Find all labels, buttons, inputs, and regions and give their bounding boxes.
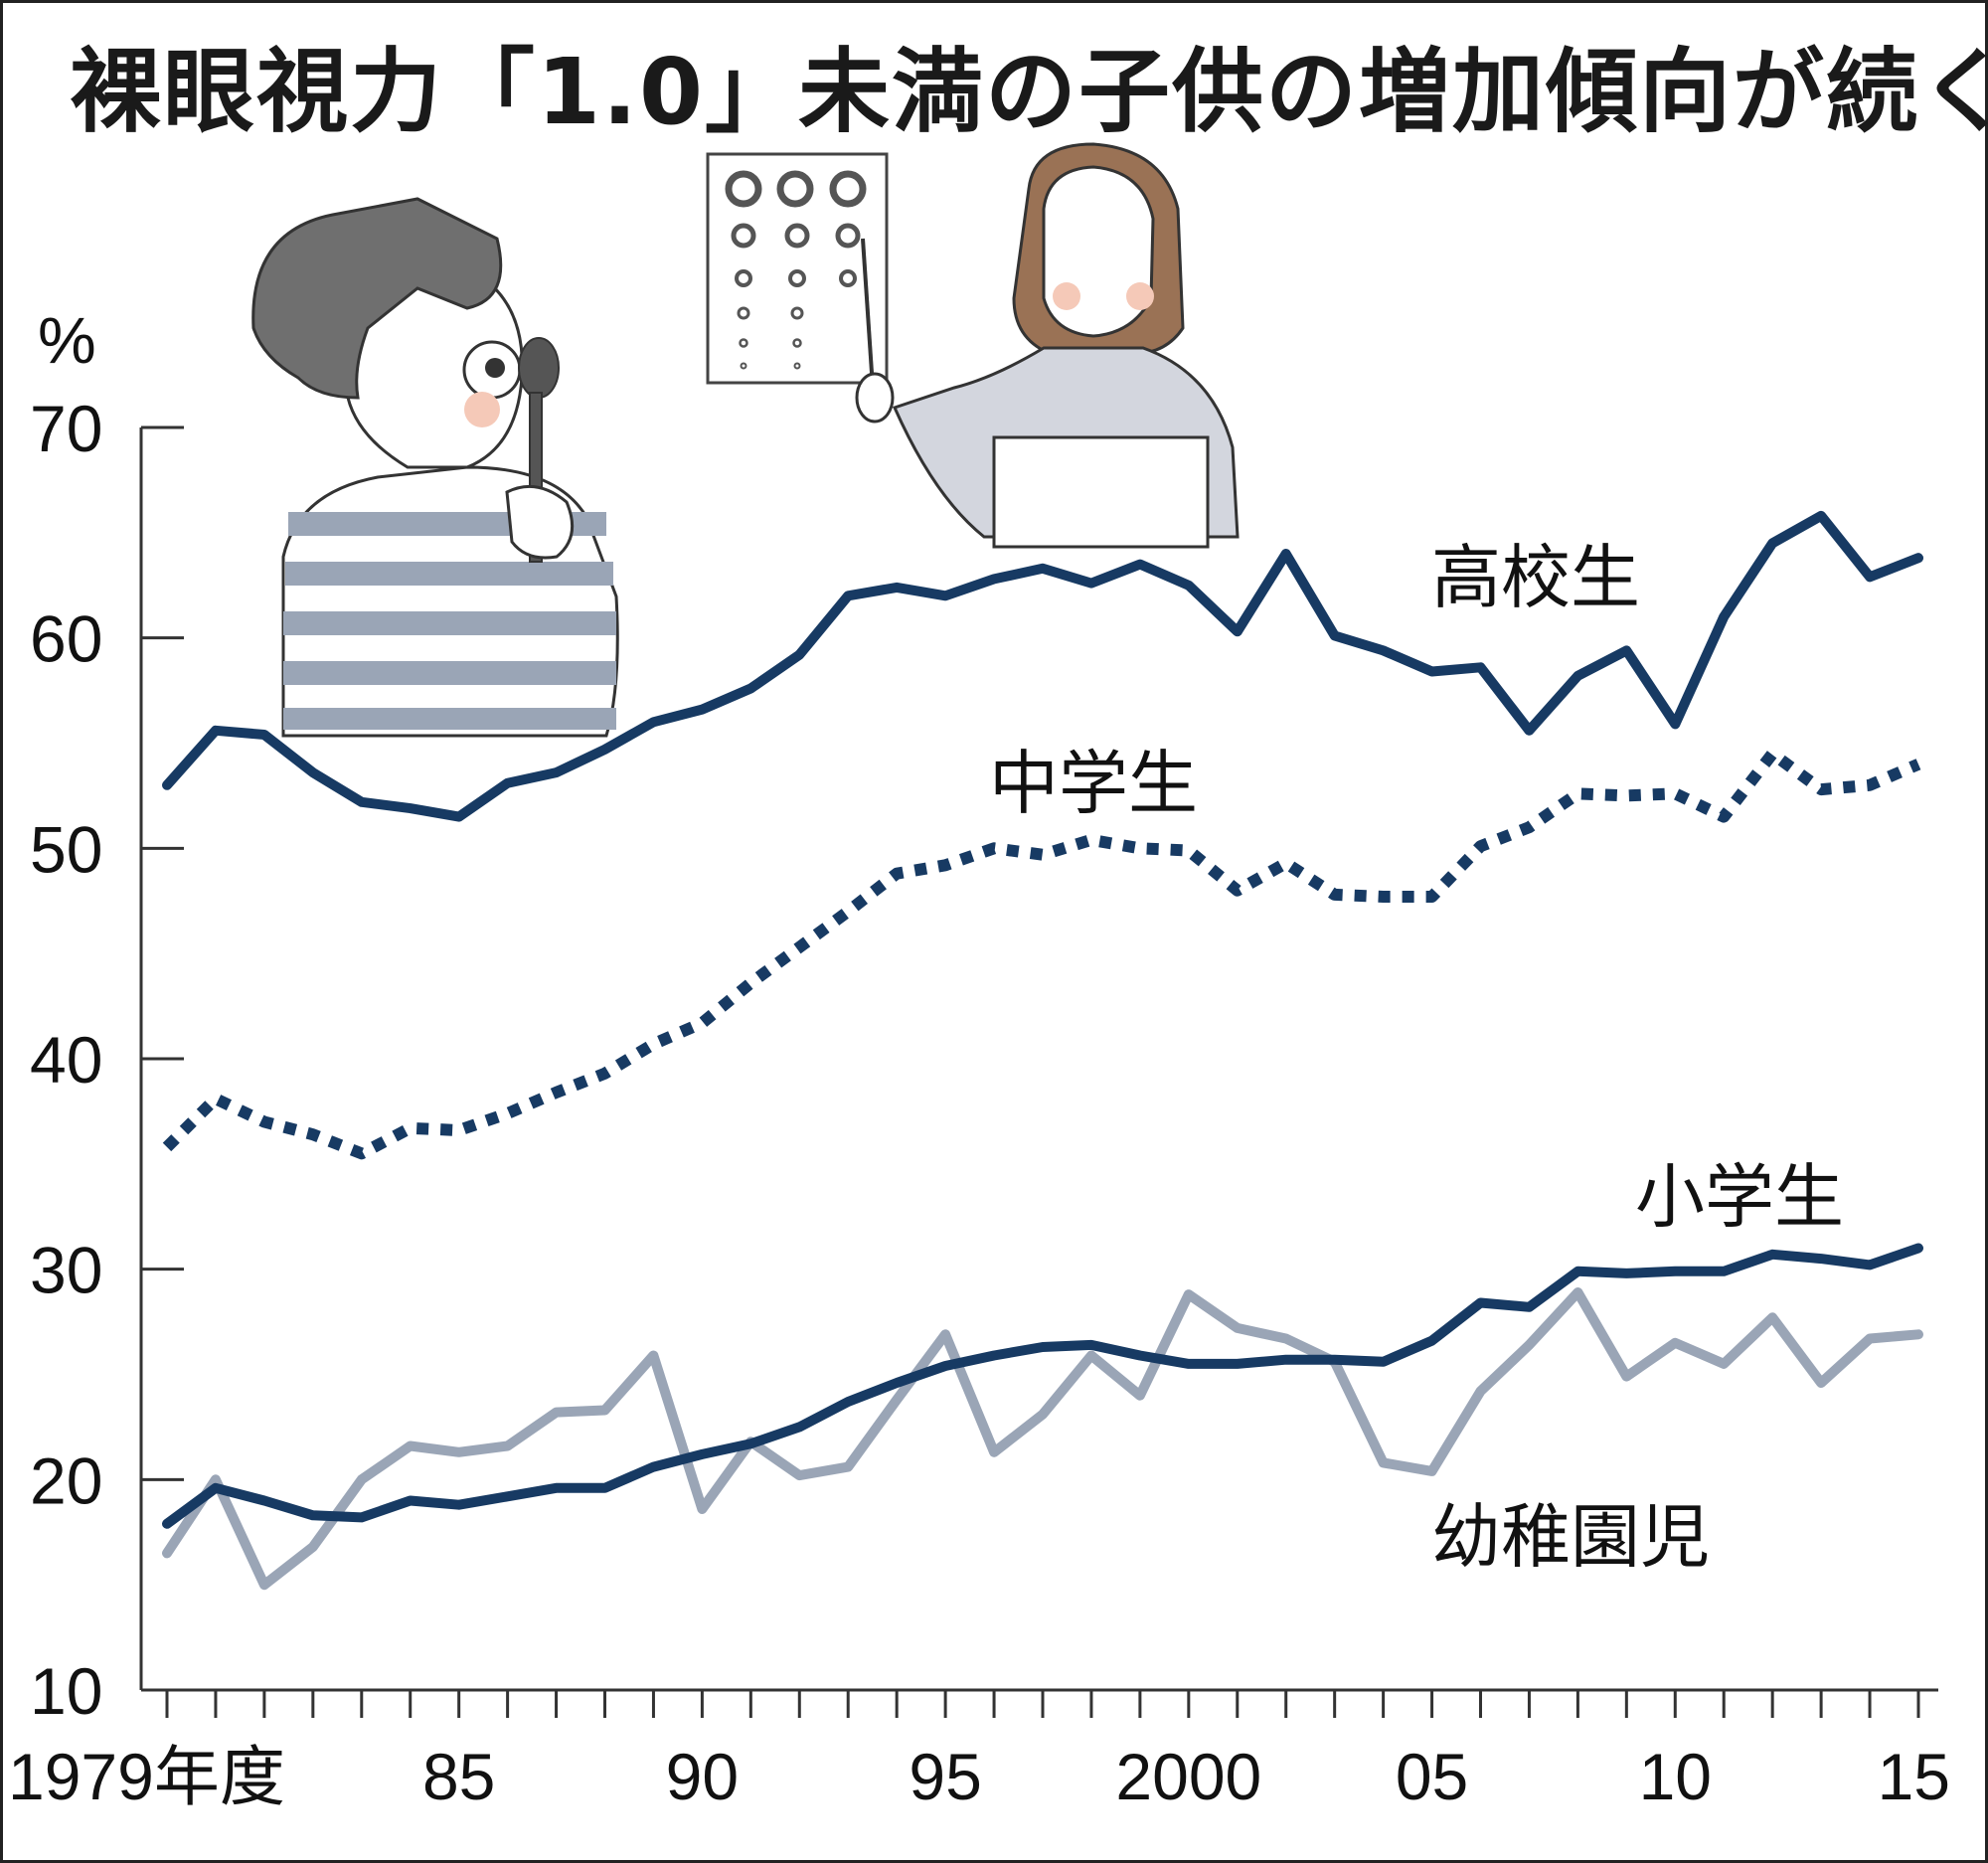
y-tick-label: 30 <box>30 1234 102 1307</box>
series-line-1 <box>162 510 1923 822</box>
x-tick-label: 85 <box>422 1740 495 1813</box>
y-ticks: % 70 60 50 40 30 20 10 <box>30 303 184 1728</box>
series-lines <box>162 510 1923 1591</box>
y-tick-label: 60 <box>30 602 102 676</box>
series-line-4 <box>162 1287 1923 1591</box>
x-ticks: 1979年度 85 90 95 2000 05 10 15 <box>8 1690 1950 1813</box>
series-line-3 <box>162 1243 1923 1529</box>
x-tick-label: 2000 <box>1115 1740 1261 1813</box>
x-tick-label: 1979年度 <box>8 1740 285 1813</box>
y-tick-label: 50 <box>30 812 102 886</box>
y-tick-label: 40 <box>30 1023 102 1097</box>
series-label-4: 幼稚園児 <box>1431 1496 1710 1578</box>
y-unit-label: % <box>38 303 96 377</box>
y-tick-label: 20 <box>30 1443 102 1517</box>
illustrations <box>251 142 1240 738</box>
y-tick-label: 10 <box>30 1654 102 1728</box>
eye-chart-illustration <box>706 152 889 385</box>
series-label-1: 高校生 <box>1431 537 1640 618</box>
x-tick-label: 95 <box>909 1740 981 1813</box>
x-tick-label: 90 <box>666 1740 739 1813</box>
x-tick-label: 05 <box>1396 1740 1468 1813</box>
x-tick-label: 15 <box>1878 1740 1950 1813</box>
x-tick-label: 10 <box>1639 1740 1712 1813</box>
chart-title: 裸眼視力「1.0」未満の子供の増加傾向が続く <box>70 39 1988 145</box>
series-label-3: 小学生 <box>1635 1156 1844 1238</box>
boy-illustration <box>251 197 619 738</box>
series-label-2: 中学生 <box>989 743 1198 824</box>
nurse-illustration <box>855 142 1240 549</box>
y-tick-label: 70 <box>30 392 102 465</box>
